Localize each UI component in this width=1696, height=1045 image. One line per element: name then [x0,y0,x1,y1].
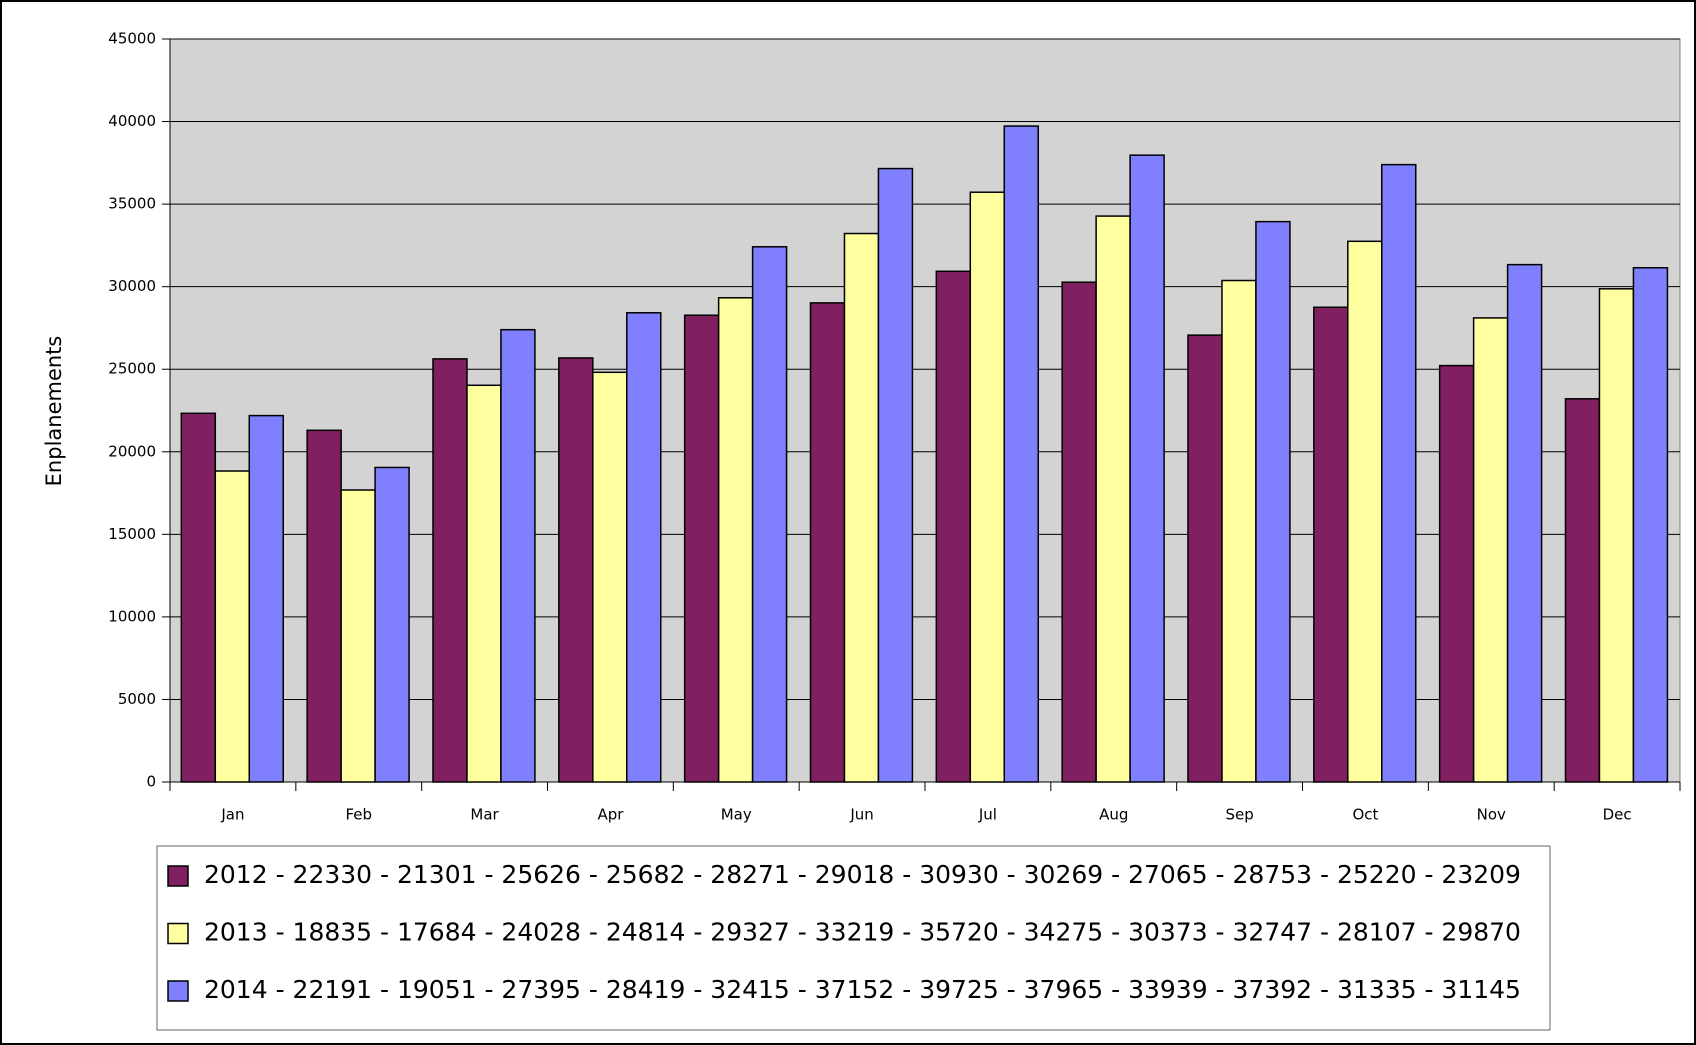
x-tick-label: Aug [1099,806,1128,824]
bar [1506,263,1543,783]
bar [306,429,342,783]
bar [1095,215,1131,783]
bar [1438,364,1475,783]
x-tick-label: Mar [470,806,499,824]
bar [717,297,754,783]
bar [558,357,594,783]
bar [1221,279,1257,783]
x-tick-label: Apr [597,806,624,824]
bar [214,470,251,783]
x-tick-label: Jun [849,806,873,824]
bar [877,167,914,783]
bar [1129,154,1165,783]
bar [1381,163,1417,783]
bar [1632,267,1669,783]
bar [626,312,662,783]
y-tick-label: 40000 [108,112,156,130]
x-tick-label: Sep [1225,806,1253,824]
bar [1347,240,1383,783]
x-tick-label: May [721,806,752,824]
bar [432,358,468,783]
y-tick-label: 25000 [108,360,156,378]
bar [843,232,880,783]
legend-swatch [167,922,189,945]
y-tick-label: 5000 [118,690,156,708]
legend-label: 2012 - 22330 - 21301 - 25626 - 25682 - 2… [204,860,1521,889]
x-tick-label: Dec [1603,806,1632,824]
y-tick-label: 10000 [108,607,156,625]
bar [466,384,502,783]
y-tick-label: 0 [146,773,156,791]
bar [1564,398,1601,783]
legend-box [156,845,1551,1031]
y-tick-label: 20000 [108,442,156,460]
y-tick-label: 30000 [108,277,156,295]
bar [1598,288,1635,783]
bar [809,302,846,783]
bar [683,314,720,783]
bar [751,246,788,783]
bar [180,412,217,783]
x-tick-label: Nov [1477,806,1506,824]
bar [935,270,972,783]
legend-label: 2013 - 18835 - 17684 - 24028 - 24814 - 2… [204,918,1521,947]
bar [1061,281,1097,783]
bar [340,489,376,783]
bar [1255,220,1291,783]
legend-label: 2014 - 22191 - 19051 - 27395 - 28419 - 3… [204,975,1521,1004]
bar [1003,125,1040,783]
bar [500,328,536,783]
bar [1472,317,1509,783]
legend-swatch [167,980,189,1002]
bar [969,191,1006,783]
x-tick-label: Jan [220,806,244,824]
bar [1313,306,1349,783]
legend-swatch [167,865,189,887]
bar [592,371,628,783]
y-axis-label: Enplanements [42,336,66,487]
bar [374,466,410,783]
x-tick-label: Oct [1352,806,1378,824]
bar [248,414,284,783]
bar [1187,334,1223,783]
x-tick-label: Jul [978,806,997,824]
y-tick-label: 45000 [108,30,156,48]
x-tick-label: Feb [345,806,372,824]
y-tick-label: 15000 [108,525,156,543]
y-tick-label: 35000 [108,195,156,213]
